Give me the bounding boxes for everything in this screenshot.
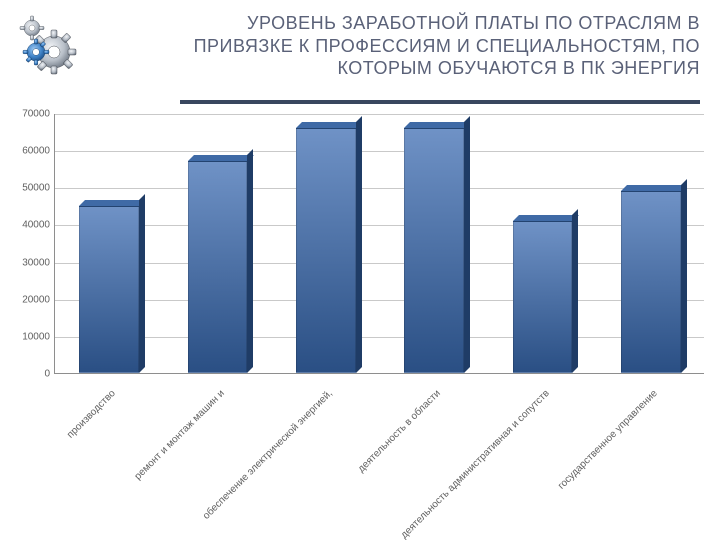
- bar-front-face: [296, 128, 356, 373]
- bar: [188, 155, 248, 373]
- x-tick-label: ремонт и монтаж машин и: [132, 388, 226, 482]
- page-title: УРОВЕНЬ ЗАРАБОТНОЙ ПЛАТЫ ПО ОТРАСЛЯМ В П…: [180, 12, 700, 80]
- title-underline: [180, 100, 700, 104]
- bar-side-face: [247, 149, 253, 373]
- bars-group: [55, 114, 704, 373]
- y-tick-label: 60000: [10, 146, 50, 157]
- y-tick-label: 0: [10, 369, 50, 380]
- bar-side-face: [572, 209, 578, 373]
- y-tick-label: 10000: [10, 331, 50, 342]
- salary-bar-chart: 010000200003000040000500006000070000 про…: [10, 114, 710, 534]
- x-tick-label: обеспечение электрической энергией,: [201, 388, 335, 522]
- bar-front-face: [513, 221, 573, 373]
- bar: [404, 122, 464, 373]
- slide: УРОВЕНЬ ЗАРАБОТНОЙ ПЛАТЫ ПО ОТРАСЛЯМ В П…: [0, 0, 720, 540]
- x-tick-label: производство: [65, 388, 118, 441]
- bar-side-face: [681, 179, 687, 373]
- bar-front-face: [404, 128, 464, 373]
- gears-icon: [16, 14, 80, 78]
- y-tick-label: 70000: [10, 109, 50, 120]
- bar-front-face: [621, 191, 681, 373]
- y-tick-label: 40000: [10, 220, 50, 231]
- bar: [79, 200, 139, 373]
- bar: [513, 215, 573, 373]
- header: УРОВЕНЬ ЗАРАБОТНОЙ ПЛАТЫ ПО ОТРАСЛЯМ В П…: [0, 8, 720, 98]
- bar-side-face: [464, 116, 470, 373]
- x-tick-label: государственное управление: [556, 388, 660, 492]
- bar: [621, 185, 681, 373]
- bar: [296, 122, 356, 373]
- y-tick-label: 50000: [10, 183, 50, 194]
- plot-area: [54, 114, 704, 374]
- y-tick-label: 20000: [10, 294, 50, 305]
- x-tick-label: деятельность в области: [356, 388, 443, 475]
- bar-front-face: [79, 206, 139, 373]
- bar-side-face: [356, 116, 362, 373]
- y-tick-label: 30000: [10, 257, 50, 268]
- bar-side-face: [139, 194, 145, 373]
- bar-front-face: [188, 161, 248, 373]
